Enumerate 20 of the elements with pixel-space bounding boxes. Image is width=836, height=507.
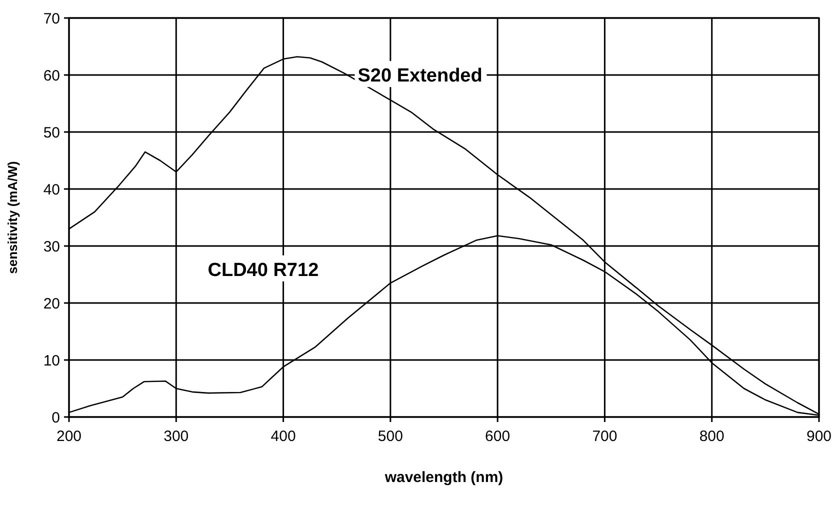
x-tick-label: 400 [270,428,296,445]
x-axis-title: wavelength (nm) [384,469,504,486]
x-tick-label: 300 [164,428,189,445]
text: CLD40 R712 [208,260,319,282]
x-tick-label: 500 [378,428,403,445]
y-tick-label: 60 [43,67,60,84]
series-label: S20 Extended [358,66,482,87]
y-axis-title: sensitivity (mA/W) [5,161,20,274]
y-tick-label: 40 [43,181,60,198]
x-tick-label: 200 [56,428,82,445]
y-tick-label: 70 [43,10,60,28]
y-tick-label: 30 [43,238,60,256]
y-tick-label: 0 [52,409,60,426]
y-tick-label: 20 [43,295,60,312]
x-tick-label: 900 [806,428,832,445]
x-tick-label: 800 [699,428,724,445]
x-tick-label: 600 [485,428,510,445]
y-tick-label: 10 [43,352,60,370]
y-tick-label: 50 [43,124,60,142]
x-tick-label: 700 [592,428,618,445]
